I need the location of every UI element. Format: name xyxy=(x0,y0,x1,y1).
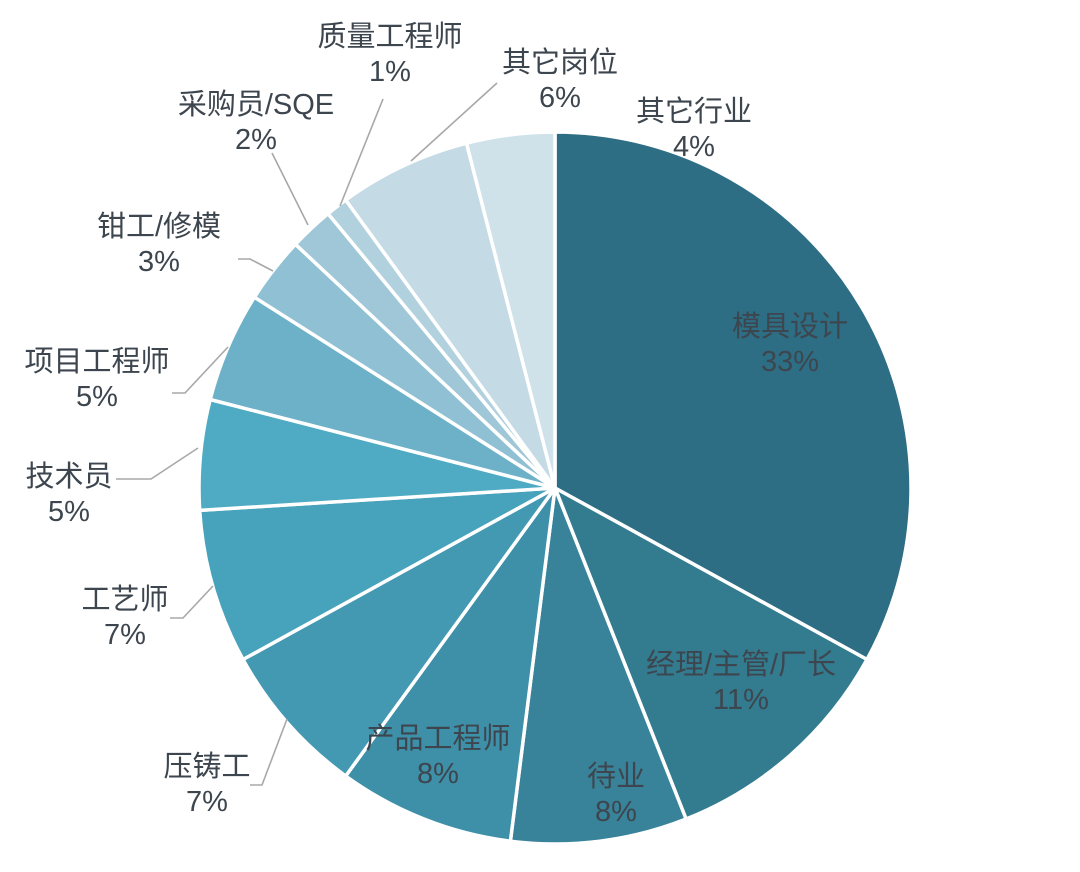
slice-label-7: 项目工程师 5% xyxy=(24,345,169,415)
pie-slice-1 xyxy=(553,486,869,821)
slice-label-text: 钳工/修模 xyxy=(96,211,222,243)
slice-label-3: 产品工程师 8% xyxy=(365,722,510,792)
slice-percent-text: 8% xyxy=(595,796,637,828)
pie-slice-11 xyxy=(343,141,557,490)
slice-percent-text: 7% xyxy=(186,786,228,818)
pie-slice-4 xyxy=(241,486,557,778)
slice-label-1: 经理/主管/厂长 11% xyxy=(646,648,836,718)
slice-label-text: 技术员 xyxy=(25,461,113,493)
slice-percent-text: 2% xyxy=(235,124,277,156)
slice-label-10: 质量工程师 1% xyxy=(317,20,462,90)
leader-line-8 xyxy=(238,258,274,272)
slice-label-text: 经理/主管/厂长 xyxy=(645,649,837,681)
slice-percent-text: 11% xyxy=(713,684,769,716)
slice-label-5: 工艺师 7% xyxy=(81,583,168,653)
slice-percent-text: 4% xyxy=(673,131,715,163)
leader-line-5 xyxy=(170,585,214,619)
slice-label-8: 钳工/修模 3% xyxy=(97,210,221,280)
slice-label-9: 采购员/SQE 2% xyxy=(178,88,334,158)
slice-percent-text: 3% xyxy=(138,246,180,278)
pie-slice-3 xyxy=(343,486,557,843)
slice-label-0: 模具设计 33% xyxy=(732,310,848,380)
slice-label-text: 产品工程师 xyxy=(365,723,511,755)
slice-label-text: 其它岗位 xyxy=(501,47,619,79)
slice-label-text: 待业 xyxy=(586,761,646,793)
slice-label-11: 其它岗位 6% xyxy=(502,46,618,116)
pie-slice-0 xyxy=(553,130,913,662)
slice-label-text: 压铸工 xyxy=(163,751,251,783)
slice-percent-text: 7% xyxy=(104,619,146,651)
leader-line-6 xyxy=(116,447,199,480)
leader-line-9 xyxy=(271,152,309,226)
slice-label-text: 工艺师 xyxy=(81,584,169,616)
slice-label-2: 待业 8% xyxy=(587,760,645,830)
leader-line-10 xyxy=(339,98,384,207)
slice-label-text: 质量工程师 xyxy=(317,21,463,53)
leader-line-4 xyxy=(250,718,288,786)
slice-percent-text: 5% xyxy=(48,496,90,528)
slice-label-text: 其它行业 xyxy=(635,96,753,128)
slice-label-6: 技术员 5% xyxy=(25,460,112,530)
slice-percent-text: 5% xyxy=(76,381,118,413)
slice-percent-text: 33% xyxy=(760,346,820,378)
slice-percent-text: 8% xyxy=(417,758,459,790)
leader-line-7 xyxy=(172,346,229,394)
pie-slice-5 xyxy=(197,486,557,662)
pie-slice-12 xyxy=(464,130,557,490)
leader-line-11 xyxy=(410,82,498,162)
slice-percent-text: 6% xyxy=(539,82,581,114)
slice-label-text: 模具设计 xyxy=(731,311,849,343)
pie-slice-2 xyxy=(508,486,688,846)
slice-label-text: 采购员/SQE xyxy=(177,89,335,121)
slice-label-12: 其它行业 4% xyxy=(636,95,752,165)
slice-percent-text: 1% xyxy=(369,56,411,88)
slice-label-4: 压铸工 7% xyxy=(163,750,250,820)
slice-label-text: 项目工程师 xyxy=(24,346,170,378)
